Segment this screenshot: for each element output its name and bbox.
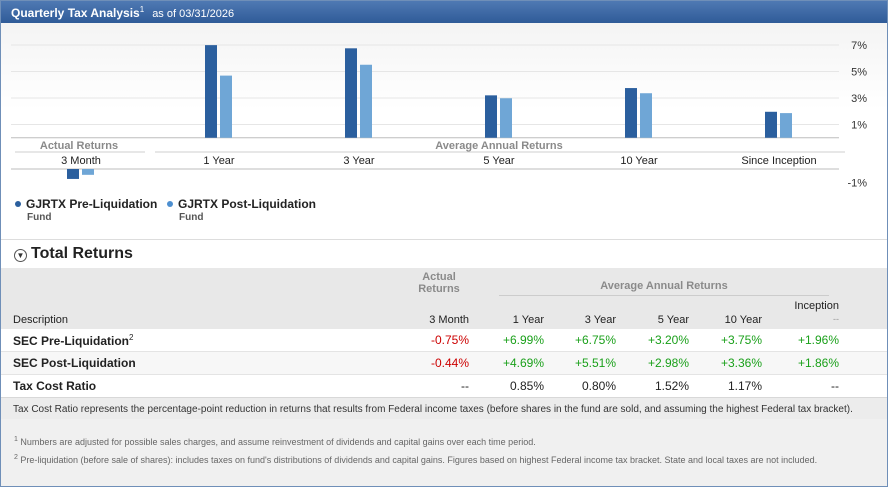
bar bbox=[765, 111, 777, 138]
legend-item-pre: GJRTX Pre-Liquidation Fund bbox=[15, 197, 157, 223]
cell-inception: +1.96% bbox=[762, 329, 839, 352]
row-label-footnote: 2 bbox=[129, 332, 134, 342]
bar bbox=[485, 95, 497, 138]
footnote-1-text: Numbers are adjusted for possible sales … bbox=[20, 437, 536, 447]
cell-inception: +1.86% bbox=[762, 351, 839, 375]
table-row: SEC Pre-Liquidation2 -0.75% +6.99% +6.75… bbox=[1, 329, 887, 352]
total-returns-header[interactable]: ▼ Total Returns bbox=[1, 239, 887, 269]
col-10-year: 10 Year bbox=[724, 314, 762, 326]
y-tick-label: 1% bbox=[851, 120, 867, 132]
cell-5-year: +3.20% bbox=[616, 329, 689, 352]
panel-title-bar: Quarterly Tax Analysis1 as of 03/31/2026 bbox=[1, 1, 887, 23]
collapse-chevron-icon[interactable]: ▼ bbox=[14, 249, 27, 262]
x-tick-label: 1 Year bbox=[203, 155, 235, 167]
legend-sub-post: Fund bbox=[179, 212, 204, 223]
bar bbox=[500, 98, 512, 138]
bar bbox=[67, 169, 79, 179]
legend-label-post: GJRTX Post-Liquidation bbox=[178, 197, 316, 211]
cell-3-year: +6.75% bbox=[544, 329, 616, 352]
total-returns-table: Actual Returns Average Annual Returns De… bbox=[1, 268, 887, 398]
cell-3-month: -0.44% bbox=[391, 351, 469, 375]
x-tick-label: 3 Year bbox=[343, 155, 375, 167]
x-tick-label: Since Inception bbox=[741, 155, 816, 167]
group-label-actual: Actual Returns bbox=[40, 140, 118, 152]
x-tick-label: 10 Year bbox=[620, 155, 658, 167]
col-inception-sub: -- bbox=[833, 314, 839, 324]
cell-5-year: 1.52% bbox=[616, 374, 689, 398]
panel-title-footnote: 1 bbox=[139, 5, 145, 14]
actual-returns-group-label: Actual Returns bbox=[418, 271, 460, 295]
cell-3-year: +5.51% bbox=[544, 351, 616, 375]
col-inception: Inception -- bbox=[762, 298, 839, 329]
bar bbox=[82, 169, 94, 175]
cell-3-month: -- bbox=[391, 374, 469, 398]
footnotes: 1 Numbers are adjusted for possible sale… bbox=[1, 419, 887, 486]
legend-label-pre: GJRTX Pre-Liquidation bbox=[26, 197, 158, 211]
col-3-month: 3 Month bbox=[429, 314, 469, 326]
bar bbox=[780, 113, 792, 138]
bar bbox=[220, 75, 232, 138]
footnote-1: 1 Numbers are adjusted for possible sale… bbox=[14, 434, 869, 448]
y-tick-label: 7% bbox=[851, 40, 867, 52]
cell-1-year: +4.69% bbox=[469, 351, 544, 375]
tax-cost-ratio-note-text: Tax Cost Ratio represents the percentage… bbox=[13, 404, 853, 415]
table-row: SEC Post-Liquidation -0.44% +4.69% +5.51… bbox=[1, 351, 887, 375]
bar bbox=[625, 88, 637, 138]
y-tick-label: 3% bbox=[851, 93, 867, 105]
cell-5-year: +2.98% bbox=[616, 351, 689, 375]
footnote-2-number: 2 bbox=[14, 454, 18, 461]
tax-cost-ratio-note: Tax Cost Ratio represents the percentage… bbox=[1, 397, 887, 420]
legend-sub-pre: Fund bbox=[27, 212, 52, 223]
table-row: Tax Cost Ratio -- 0.85% 0.80% 1.52% 1.17… bbox=[1, 374, 887, 398]
bar bbox=[640, 93, 652, 138]
bar bbox=[360, 64, 372, 138]
bar bbox=[345, 48, 357, 138]
table-group-header: Actual Returns Average Annual Returns bbox=[1, 268, 887, 298]
y-tick-label: -1% bbox=[847, 177, 867, 189]
legend-swatch-pre bbox=[15, 201, 21, 207]
col-inception-label: Inception bbox=[794, 300, 839, 312]
group-label-average: Average Annual Returns bbox=[435, 140, 563, 152]
as-of-date: as of 03/31/2026 bbox=[152, 8, 235, 20]
cell-10-year: 1.17% bbox=[689, 374, 762, 398]
footnote-1-number: 1 bbox=[14, 436, 18, 443]
table-column-header: Description 3 Month 1 Year 3 Year 5 Year… bbox=[1, 298, 887, 329]
legend-item-post: GJRTX Post-Liquidation Fund bbox=[167, 197, 316, 223]
col-description: Description bbox=[13, 314, 69, 326]
cell-10-year: +3.36% bbox=[689, 351, 762, 375]
average-annual-group-label: Average Annual Returns bbox=[499, 280, 829, 296]
cell-inception: -- bbox=[762, 374, 839, 398]
footnote-2-text: Pre-liquidation (before sale of shares):… bbox=[20, 455, 818, 465]
total-returns-heading: Total Returns bbox=[31, 245, 133, 262]
col-3-year: 3 Year bbox=[584, 314, 616, 326]
cell-3-month: -0.75% bbox=[391, 329, 469, 352]
footnote-2: 2 Pre-liquidation (before sale of shares… bbox=[14, 452, 869, 466]
panel-title: Quarterly Tax Analysis1 as of 03/31/2026 bbox=[11, 5, 234, 20]
bar-chart: 7% 5% 3% 1% -1% Actual Returns Average Annual … bbox=[11, 40, 867, 189]
col-1-year: 1 Year bbox=[512, 314, 544, 326]
chart-area: 7% 5% 3% 1% -1% Actual Returns Average Annual … bbox=[1, 23, 887, 239]
cell-1-year: 0.85% bbox=[469, 374, 544, 398]
row-label: SEC Pre-Liquidation2 bbox=[1, 329, 391, 352]
bar bbox=[205, 45, 217, 138]
legend-swatch-post bbox=[167, 201, 173, 207]
cell-10-year: +3.75% bbox=[689, 329, 762, 352]
row-label: Tax Cost Ratio bbox=[1, 374, 391, 398]
x-tick-label: 5 Year bbox=[483, 155, 515, 167]
row-label-text: SEC Pre-Liquidation bbox=[13, 333, 130, 348]
y-tick-label: 5% bbox=[851, 67, 867, 79]
cell-1-year: +6.99% bbox=[469, 329, 544, 352]
cell-3-year: 0.80% bbox=[544, 374, 616, 398]
row-label: SEC Post-Liquidation bbox=[1, 351, 391, 375]
col-5-year: 5 Year bbox=[657, 314, 689, 326]
average-annual-group: Average Annual Returns bbox=[469, 268, 839, 298]
x-tick-label: 3 Month bbox=[61, 155, 101, 167]
actual-returns-group: Actual Returns bbox=[391, 268, 469, 298]
panel-title-text: Quarterly Tax Analysis bbox=[11, 6, 140, 20]
